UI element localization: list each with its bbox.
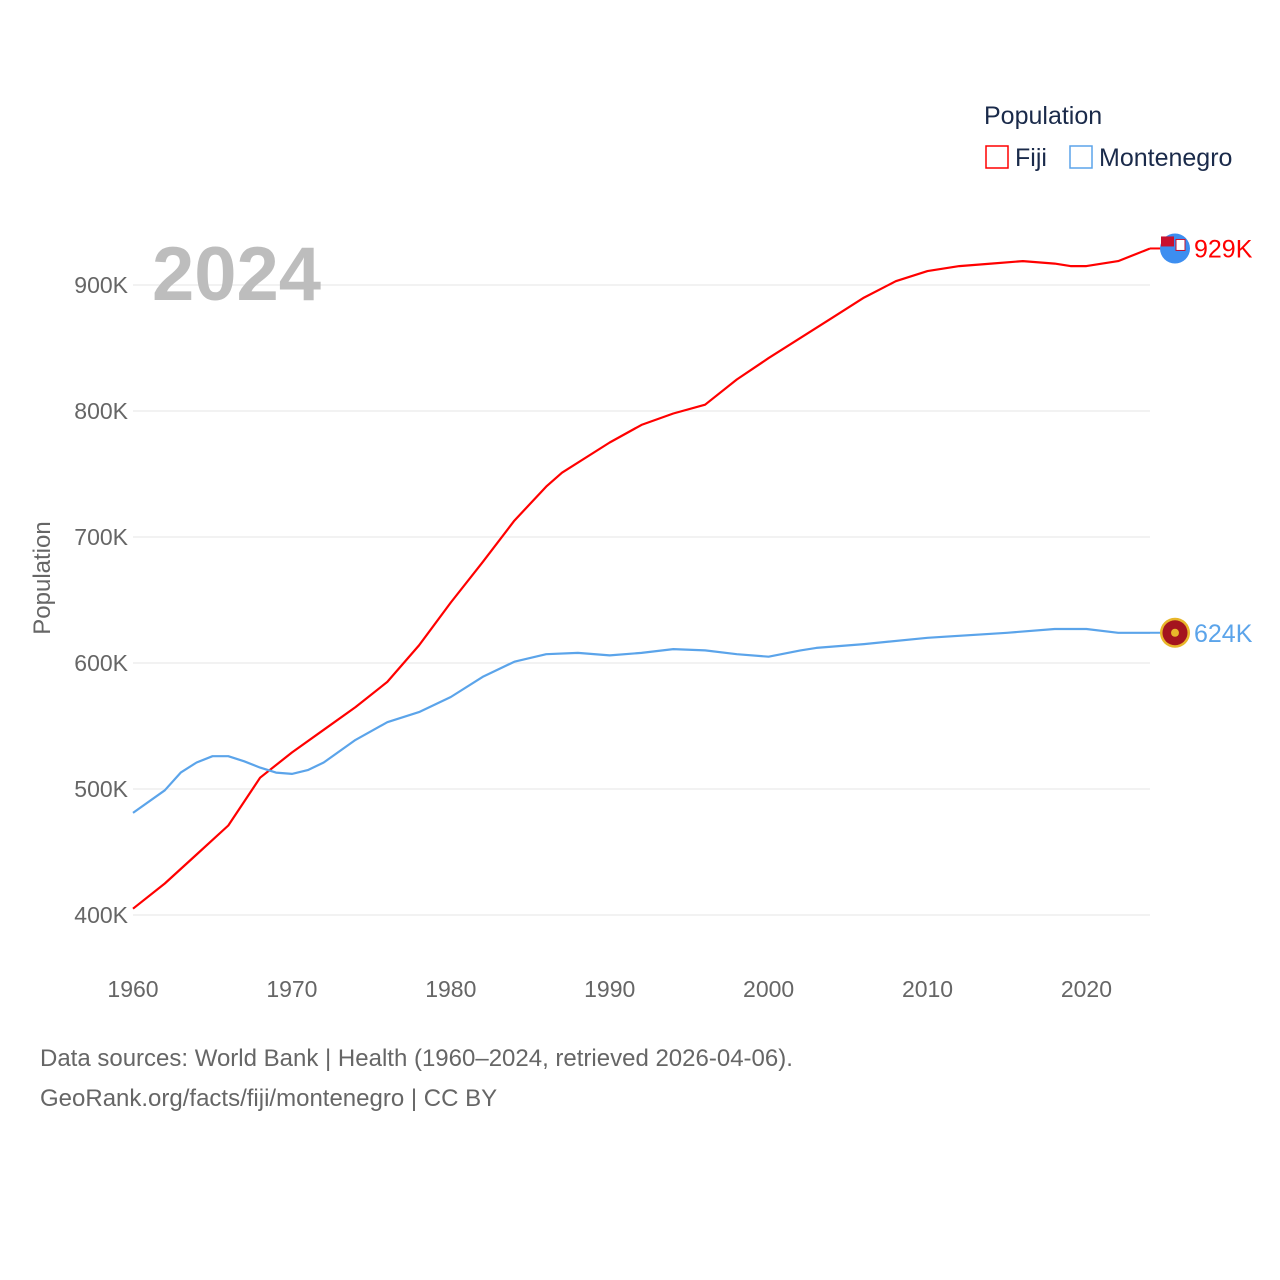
- y-axis-label: Population: [29, 521, 56, 634]
- y-tick-label: 400K: [74, 902, 128, 928]
- y-tick-label: 900K: [74, 272, 128, 298]
- x-tick-label: 1970: [266, 976, 317, 1002]
- series-line-montenegro: [132, 627, 1150, 814]
- y-tick-label: 800K: [74, 398, 128, 424]
- fiji-flag-shield: [1175, 238, 1186, 251]
- y-tick-label: 700K: [74, 524, 128, 550]
- x-tick-label: 2020: [1061, 976, 1112, 1002]
- legend-label-fiji[interactable]: Fiji: [1015, 144, 1047, 172]
- footer-sources: Data sources: World Bank | Health (1960–…: [40, 1045, 793, 1072]
- x-tick-label: 2010: [902, 976, 953, 1002]
- x-tick-label: 1980: [425, 976, 476, 1002]
- series-line-fiji: [132, 247, 1151, 910]
- legend-title: Population: [984, 102, 1102, 130]
- montenegro-flag-eagle: [1171, 628, 1179, 637]
- fiji-flag-union: [1161, 236, 1174, 247]
- x-tick-label: 1960: [107, 976, 158, 1002]
- end-value-label-montenegro: 624K: [1194, 620, 1253, 648]
- year-label: 2024: [152, 232, 321, 317]
- y-tick-label: 600K: [74, 650, 128, 676]
- legend-swatch-fiji[interactable]: [985, 145, 1009, 169]
- legend-label-montenegro[interactable]: Montenegro: [1099, 144, 1232, 172]
- x-tick-label: 1990: [584, 976, 635, 1002]
- end-value-label-fiji: 929K: [1194, 235, 1253, 263]
- y-tick-label: 500K: [74, 776, 128, 802]
- legend-swatch-montenegro[interactable]: [1069, 145, 1093, 169]
- x-tick-label: 2000: [743, 976, 794, 1002]
- footer-link[interactable]: GeoRank.org/facts/fiji/montenegro | CC B…: [40, 1085, 498, 1112]
